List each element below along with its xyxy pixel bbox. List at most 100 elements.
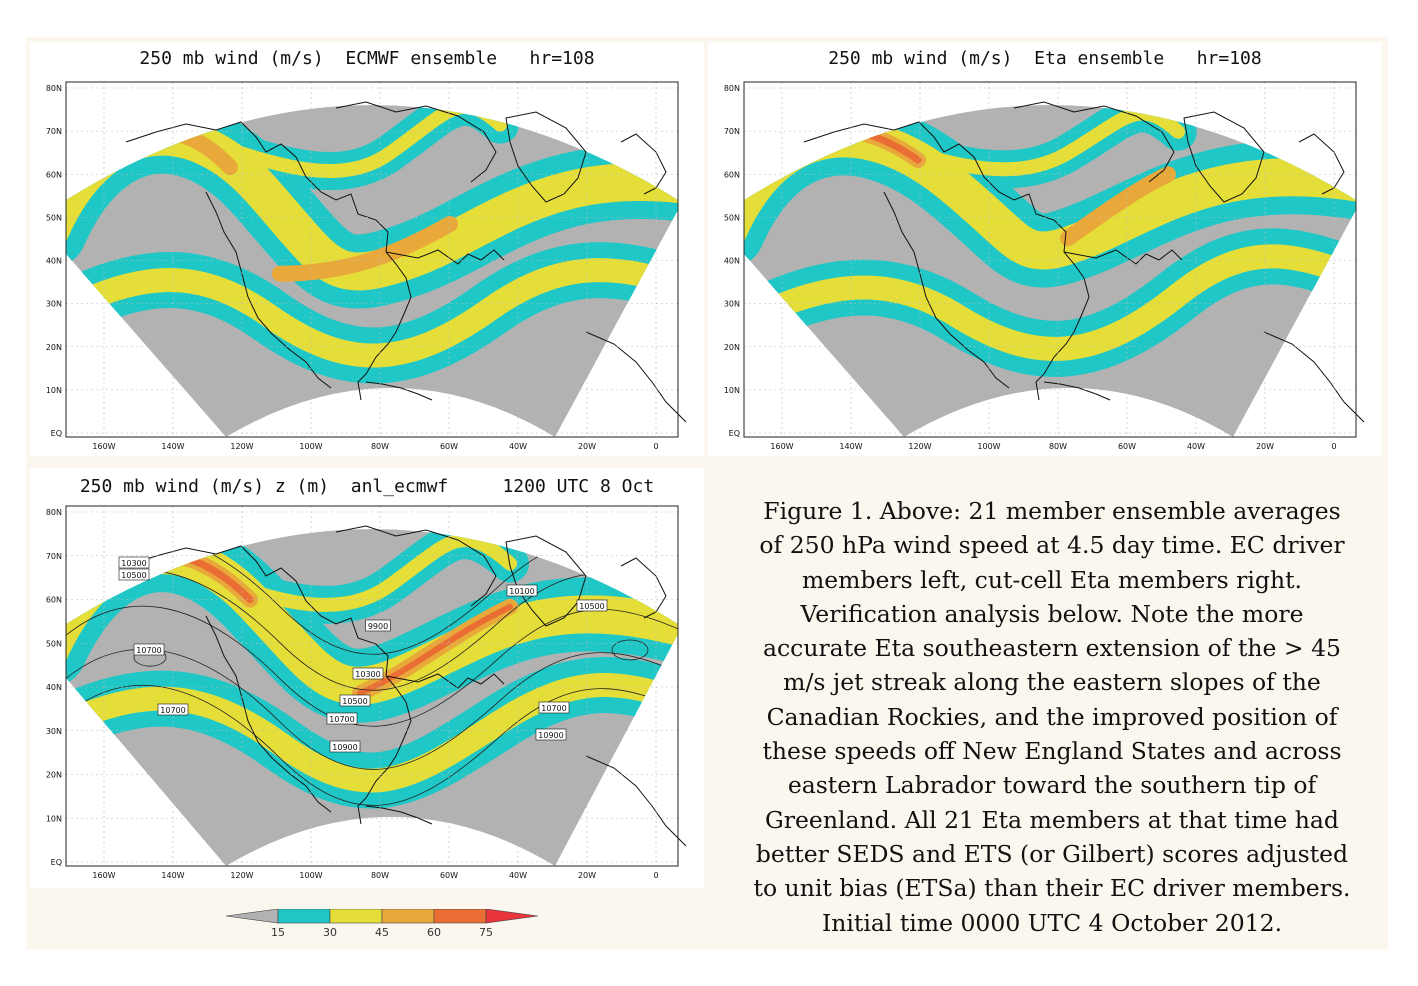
caption-line: accurate Eta southeastern extension of t… xyxy=(762,634,1341,663)
lon-tick-label: 100W xyxy=(977,442,1000,451)
lon-tick-label: 140W xyxy=(839,442,862,451)
caption-line: to unit bias (ETSa) than their EC driver… xyxy=(753,874,1351,903)
contour-label: 10700 xyxy=(541,704,566,713)
colorbar-segment xyxy=(226,909,279,924)
lat-tick-label: EQ xyxy=(51,429,62,438)
lon-tick-label: 0 xyxy=(653,442,658,451)
caption-line: Figure 1. Above: 21 member ensemble aver… xyxy=(763,497,1341,525)
lon-tick-label: 60W xyxy=(1118,442,1136,451)
lat-tick-label: 80N xyxy=(724,84,740,93)
lon-tick-label: 20W xyxy=(578,442,596,451)
lat-tick-label: 60N xyxy=(46,596,62,605)
figure-caption: Figure 1. Above: 21 member ensemble aver… xyxy=(722,494,1382,940)
wind-speed-colorbar: 15 30 45 60 75 xyxy=(226,909,538,939)
lon-tick-label: 160W xyxy=(92,442,115,451)
lon-tick-label: 120W xyxy=(230,442,253,451)
lat-tick-label: 60N xyxy=(724,170,740,179)
contour-label: 10300 xyxy=(121,559,146,568)
lat-tick-label: 10N xyxy=(46,814,62,823)
analysis-panel: 250 mb wind (m/s) z (m) anl_ecmwf 1200 U… xyxy=(30,468,704,888)
lon-tick-label: 160W xyxy=(770,442,793,451)
lon-tick-label: 100W xyxy=(299,442,322,451)
colorbar-tick-label: 60 xyxy=(427,926,441,939)
lat-tick-label: 40N xyxy=(724,257,740,266)
lon-tick-label: 40W xyxy=(509,442,527,451)
contour-label: 10900 xyxy=(538,731,563,740)
contour-label: 10100 xyxy=(509,587,534,596)
jet-core-45-60 xyxy=(1060,166,1176,247)
analysis-wind-height-map: 80N 70N 60N 50N 40N 30N 20N 10N EQ 160W 140W 120W 10… xyxy=(46,505,687,880)
lat-tick-label: 20N xyxy=(724,343,740,352)
lon-tick-label: 0 xyxy=(1331,442,1336,451)
lat-tick-label: 30N xyxy=(46,300,62,309)
coastlines xyxy=(803,101,1365,423)
lon-tick-label: 0 xyxy=(653,871,658,880)
lon-tick-label: 80W xyxy=(371,871,389,880)
lon-tick-label: 140W xyxy=(161,871,184,880)
lon-tick-label: 140W xyxy=(161,442,184,451)
lat-tick-label: 10N xyxy=(724,386,740,395)
lat-tick-label: 10N xyxy=(46,386,62,395)
ecmwf-panel-title: 250 mb wind (m/s) ECMWF ensemble hr=108 xyxy=(139,48,595,69)
lat-tick-label: 70N xyxy=(724,127,740,136)
lon-tick-label: 40W xyxy=(1187,442,1205,451)
lat-tick-label: 50N xyxy=(724,213,740,222)
lat-tick-label: EQ xyxy=(729,429,740,438)
eta-panel-title: 250 mb wind (m/s) Eta ensemble hr=108 xyxy=(828,48,1262,69)
eta-ensemble-panel: 250 mb wind (m/s) Eta ensemble hr=108 80… xyxy=(708,42,1382,456)
eta-wind-map: 80N 70N 60N 50N 40N 30N 20N 10N EQ 160W 140W 120W 10… xyxy=(724,81,1365,451)
lat-tick-label: 20N xyxy=(46,343,62,352)
lon-tick-label: 100W xyxy=(299,871,322,880)
colorbar-tick-label: 15 xyxy=(271,926,285,939)
lon-tick-label: 120W xyxy=(230,871,253,880)
caption-line: of 250 hPa wind speed at 4.5 day time. E… xyxy=(759,531,1345,560)
caption-line: Greenland. All 21 Eta members at that ti… xyxy=(765,805,1339,834)
ecmwf-ensemble-panel: 250 mb wind (m/s) ECMWF ensemble hr=108 … xyxy=(30,42,704,456)
colorbar-segment xyxy=(277,909,331,924)
lat-tick-label: 60N xyxy=(46,170,62,179)
colorbar-tick-label: 30 xyxy=(323,926,337,939)
lat-tick-label: 30N xyxy=(724,300,740,309)
lon-tick-label: 40W xyxy=(509,871,527,880)
contour-label: 10900 xyxy=(332,743,357,752)
lon-tick-label: 80W xyxy=(371,442,389,451)
contour-label: 9900 xyxy=(368,622,388,631)
caption-line: eastern Labrador toward the southern tip… xyxy=(787,771,1317,800)
colorbar-tick-label: 45 xyxy=(375,926,389,939)
contour-label: 10700 xyxy=(160,706,185,715)
caption-line: Canadian Rockies, and the improved posit… xyxy=(766,702,1338,731)
lat-tick-label: 70N xyxy=(46,127,62,136)
caption-line: m/s jet streak along the eastern slopes … xyxy=(783,668,1321,697)
jet-core-60-75 xyxy=(357,603,513,697)
lat-tick-label: EQ xyxy=(51,858,62,867)
lat-tick-label: 20N xyxy=(46,771,62,780)
colorbar-segment xyxy=(381,909,435,924)
lon-tick-label: 60W xyxy=(440,442,458,451)
lon-tick-label: 120W xyxy=(908,442,931,451)
analysis-panel-title: 250 mb wind (m/s) z (m) anl_ecmwf 1200 U… xyxy=(79,476,655,497)
contour-label: 10500 xyxy=(121,571,146,580)
contour-label: 10500 xyxy=(579,602,604,611)
lat-tick-label: 40N xyxy=(46,257,62,266)
contour-labels: 10300 10500 10100 10500 9900 10700 10300 10500 1… xyxy=(118,556,608,753)
contour-label: 10500 xyxy=(342,697,367,706)
caption-line: members left, cut-cell Eta members right… xyxy=(801,565,1303,594)
coastlines xyxy=(125,101,687,423)
colorbar-segment xyxy=(433,909,487,924)
lat-tick-label: 50N xyxy=(46,213,62,222)
colorbar-tick-label: 75 xyxy=(479,926,493,939)
lon-tick-label: 60W xyxy=(440,871,458,880)
contour-label: 10700 xyxy=(136,646,161,655)
lon-tick-label: 160W xyxy=(92,871,115,880)
jet-band-30-45 xyxy=(66,258,678,368)
caption-line: these speeds off New England States and … xyxy=(762,737,1342,766)
lat-tick-label: 50N xyxy=(46,639,62,648)
colorbar-segment xyxy=(485,909,538,924)
coastlines xyxy=(125,525,687,847)
lon-tick-label: 20W xyxy=(1256,442,1274,451)
lat-tick-label: 30N xyxy=(46,727,62,736)
lat-tick-label: 70N xyxy=(46,552,62,561)
caption-line: Verification analysis below. Note the mo… xyxy=(800,599,1304,628)
lat-tick-label: 80N xyxy=(46,84,62,93)
lon-tick-label: 80W xyxy=(1049,442,1067,451)
